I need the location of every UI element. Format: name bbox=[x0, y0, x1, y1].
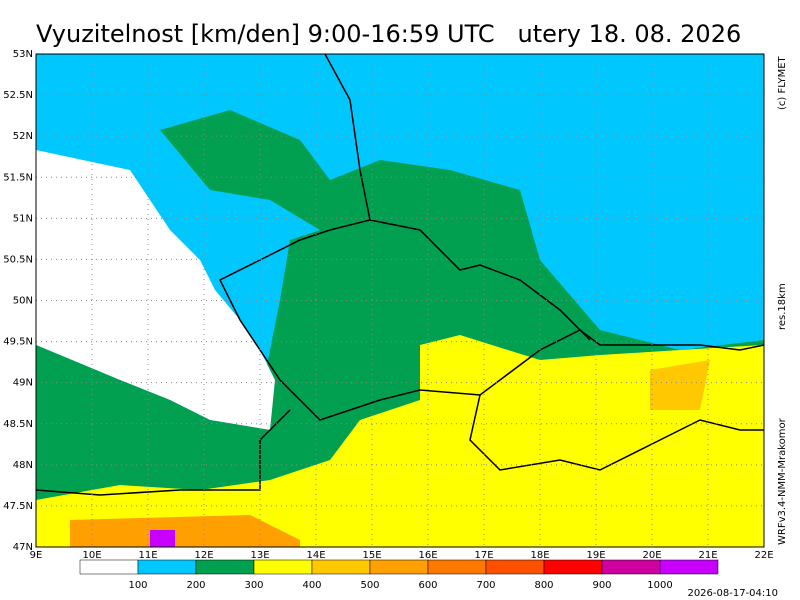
lat-label: 48.5N bbox=[3, 419, 33, 430]
lat-label: 53N bbox=[13, 49, 33, 60]
border bbox=[218, 53, 765, 421]
legend-swatch bbox=[427, 559, 487, 575]
lat-label: 52N bbox=[13, 131, 33, 142]
legend-swatch bbox=[659, 559, 719, 575]
legend-swatch bbox=[369, 559, 429, 575]
lat-label: 47N bbox=[13, 542, 33, 553]
legend-swatch bbox=[311, 559, 371, 575]
white-area bbox=[36, 150, 275, 430]
lon-label: 15E bbox=[362, 550, 381, 561]
lon-label: 9E bbox=[30, 550, 43, 561]
orange-area bbox=[70, 515, 300, 547]
lat-label: 49.5N bbox=[3, 337, 33, 348]
lat-label: 50.5N bbox=[3, 254, 33, 265]
legend-swatch bbox=[485, 559, 545, 575]
map-frame bbox=[35, 53, 765, 548]
lon-label: 19E bbox=[586, 550, 605, 561]
lon-label: 11E bbox=[138, 550, 157, 561]
lon-label: 20E bbox=[642, 550, 661, 561]
title: Vyuzitelnost [km/den] 9:00-16:59 UTC ute… bbox=[36, 20, 741, 48]
legend-swatch bbox=[601, 559, 661, 575]
lon-label: 17E bbox=[474, 550, 493, 561]
lon-label: 12E bbox=[194, 550, 213, 561]
legend-label: 300 bbox=[244, 580, 263, 591]
lon-label: 21E bbox=[698, 550, 717, 561]
legend: 100 200 300 400 500 600 700 800 900 1000 bbox=[79, 559, 719, 591]
lat-label: 51.5N bbox=[3, 172, 33, 183]
legend-label: 500 bbox=[360, 580, 379, 591]
lat-label: 50N bbox=[13, 296, 33, 307]
lon-label: 14E bbox=[306, 550, 325, 561]
green-area bbox=[36, 345, 270, 490]
legend-label: 600 bbox=[418, 580, 437, 591]
border bbox=[35, 219, 764, 496]
lat-label: 52.5N bbox=[3, 90, 33, 101]
legend-swatch bbox=[137, 559, 197, 575]
resolution: res.18km bbox=[777, 283, 788, 330]
lat-label: 48N bbox=[13, 460, 33, 471]
lat-label: 47.5N bbox=[3, 501, 33, 512]
timestamp: 2026-08-17-04:10 bbox=[687, 588, 778, 599]
legend-swatch bbox=[195, 559, 255, 575]
model: WRFv3.4-NMM-Mrakomor bbox=[777, 417, 788, 545]
legend-swatch bbox=[79, 559, 139, 575]
yellow-area bbox=[36, 335, 764, 547]
lon-label: 13E bbox=[250, 550, 269, 561]
map bbox=[35, 53, 765, 548]
legend-label: 200 bbox=[186, 580, 205, 591]
lon-label: 22E bbox=[754, 550, 773, 561]
legend-label: 400 bbox=[302, 580, 321, 591]
lon-label: 16E bbox=[418, 550, 437, 561]
legend-swatch bbox=[253, 559, 313, 575]
lon-label: 18E bbox=[530, 550, 549, 561]
legend-label: 100 bbox=[128, 580, 147, 591]
legend-label: 1000 bbox=[647, 580, 672, 591]
legend-label: 700 bbox=[476, 580, 495, 591]
lon-label: 10E bbox=[82, 550, 101, 561]
lat-label: 51N bbox=[13, 213, 33, 224]
lat-label: 49N bbox=[13, 378, 33, 389]
legend-label: 800 bbox=[534, 580, 553, 591]
copyright: (c) FLYMET bbox=[777, 55, 788, 110]
legend-label: 900 bbox=[592, 580, 611, 591]
orange-area bbox=[650, 360, 710, 410]
purple-spot bbox=[150, 530, 175, 547]
legend-swatch bbox=[543, 559, 603, 575]
